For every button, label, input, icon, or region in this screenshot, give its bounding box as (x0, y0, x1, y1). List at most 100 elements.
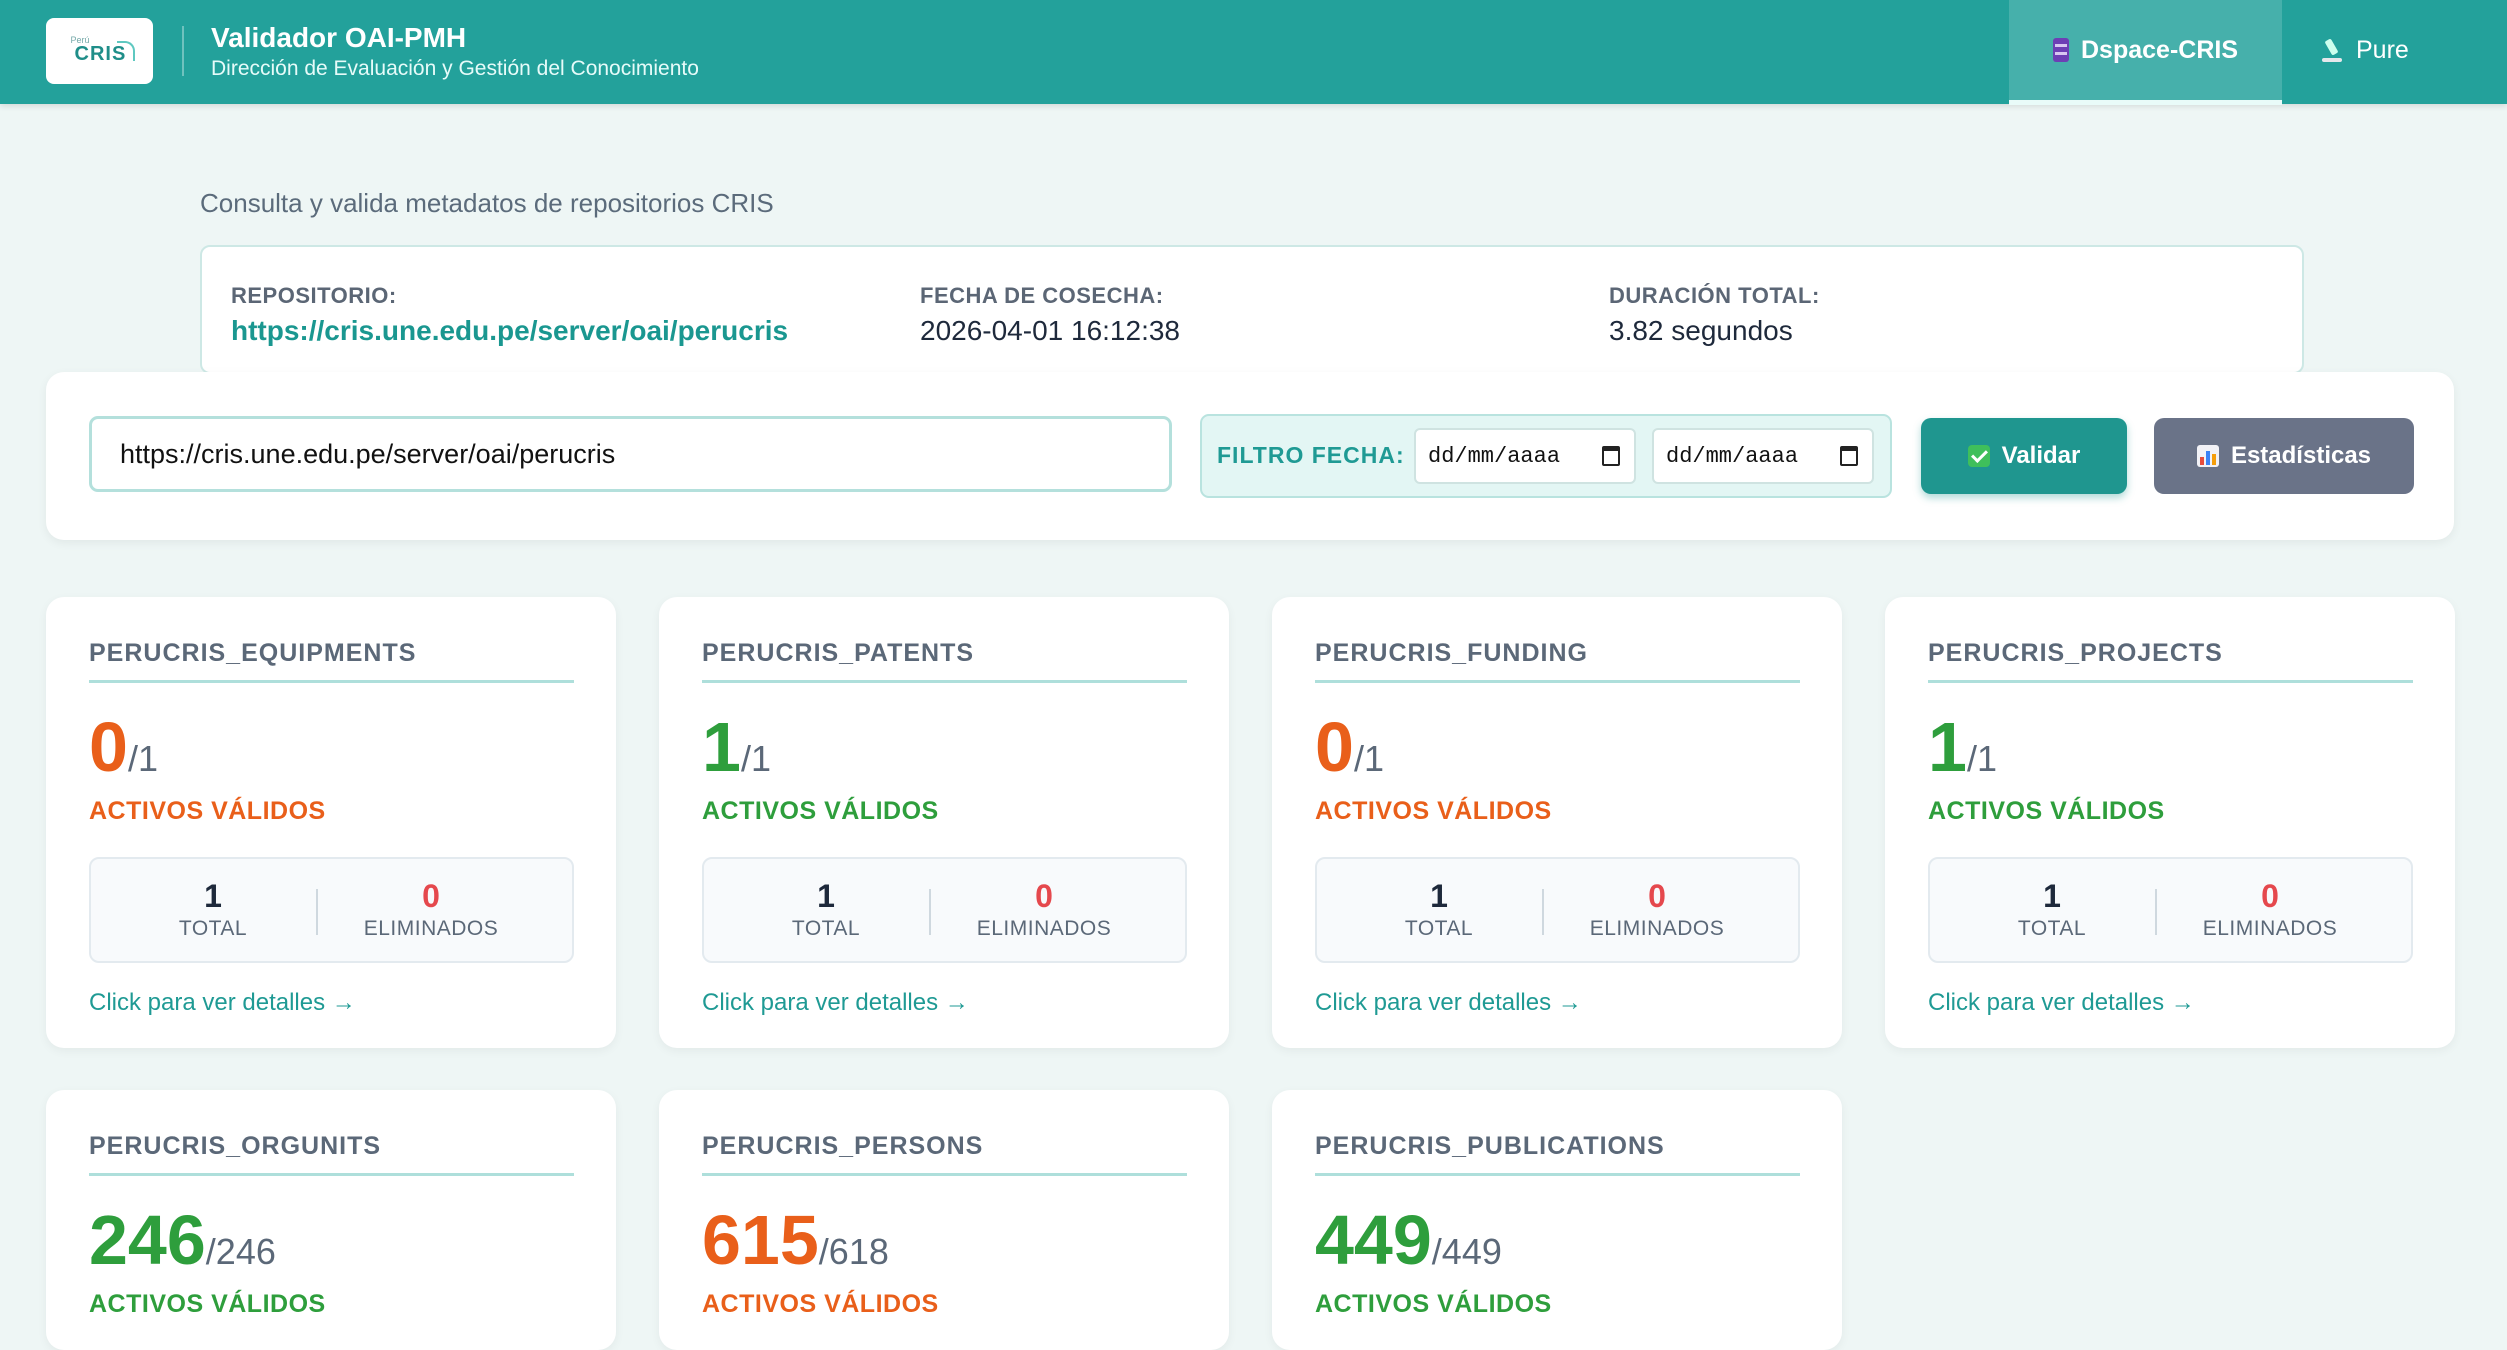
repo-url-link[interactable]: https://cris.une.edu.pe/server/oai/peruc… (231, 315, 789, 346)
stat-divider (1542, 889, 1544, 935)
set-card-title: PERUCRIS_PROJECTS (1928, 639, 2413, 683)
total-value: 1 (817, 878, 835, 914)
stat-divider (929, 889, 931, 935)
deleted-label: ELIMINADOS (2202, 917, 2338, 940)
total-value: 1 (204, 878, 222, 914)
total-of: /246 (205, 1231, 276, 1272)
validate-button[interactable]: Validar (1921, 418, 2127, 494)
total-of: /449 (1431, 1231, 1502, 1272)
app-subtitle: Dirección de Evaluación y Gestión del Co… (211, 57, 699, 80)
valid-count: 449/449 (1315, 1200, 1502, 1280)
record-stats: 1 TOTAL 0 ELIMINADOS (1928, 857, 2413, 963)
record-stats: 1 TOTAL 0 ELIMINADOS (1315, 857, 1800, 963)
record-stats: 1 TOTAL 0 ELIMINADOS (89, 857, 574, 963)
repo-label: REPOSITORIO: (231, 283, 397, 308)
deleted-value: 0 (1035, 878, 1053, 914)
harvest-date-label: FECHA DE COSECHA: (920, 283, 1164, 308)
valid-number: 0 (89, 708, 128, 786)
deleted-value: 0 (1648, 878, 1666, 914)
total-of: /1 (1353, 738, 1384, 779)
deleted-label: ELIMINADOS (1589, 917, 1725, 940)
total-of: /1 (127, 738, 158, 779)
status-label: ACTIVOS VÁLIDOS (1315, 1290, 1552, 1318)
status-label: ACTIVOS VÁLIDOS (1928, 797, 2165, 825)
set-card-title: PERUCRIS_PUBLICATIONS (1315, 1132, 1800, 1176)
record-stats: 1 TOTAL 0 ELIMINADOS (702, 857, 1187, 963)
total-label: TOTAL (1404, 917, 1474, 940)
total-of: /1 (1966, 738, 1997, 779)
total-value: 1 (2043, 878, 2061, 914)
repo-info: REPOSITORIO: https://cris.une.edu.pe/ser… (231, 283, 788, 347)
set-card-projects[interactable]: PERUCRIS_PROJECTS 1/1 ACTIVOS VÁLIDOS 1 … (1885, 597, 2455, 1048)
set-card-persons[interactable]: PERUCRIS_PERSONS 615/618 ACTIVOS VÁLIDOS (659, 1090, 1229, 1350)
valid-count: 1/1 (702, 707, 771, 787)
calendar-icon[interactable] (1840, 446, 1858, 466)
stat-divider (316, 889, 318, 935)
date-filter: FILTRO FECHA: dd/mm/aaaa dd/mm/aaaa (1200, 414, 1892, 498)
duration-info: DURACIÓN TOTAL: 3.82 segundos (1609, 283, 1820, 347)
tab-pure-label: Pure (2356, 35, 2409, 64)
perucris-logo[interactable]: Perú CRIS (46, 18, 153, 84)
set-card-title: PERUCRIS_EQUIPMENTS (89, 639, 574, 683)
total-of: /618 (818, 1231, 889, 1272)
details-link[interactable]: Click para ver detalles → (702, 989, 969, 1016)
statistics-button[interactable]: Estadísticas (2154, 418, 2414, 494)
deleted-stat: 0 ELIMINADOS (341, 879, 521, 941)
tab-dspace-cris[interactable]: Dspace-CRIS (2009, 0, 2282, 105)
set-card-funding[interactable]: PERUCRIS_FUNDING 0/1 ACTIVOS VÁLIDOS 1 T… (1272, 597, 1842, 1048)
page-intro: Consulta y valida metadatos de repositor… (200, 188, 774, 218)
set-card-title: PERUCRIS_ORGUNITS (89, 1132, 574, 1176)
status-label: ACTIVOS VÁLIDOS (702, 797, 939, 825)
valid-count: 1/1 (1928, 707, 1997, 787)
repository-url-input[interactable] (89, 416, 1172, 492)
status-label: ACTIVOS VÁLIDOS (89, 1290, 326, 1318)
date-to-input[interactable]: dd/mm/aaaa (1652, 428, 1874, 484)
deleted-label: ELIMINADOS (976, 917, 1112, 940)
date-filter-label: FILTRO FECHA: (1217, 442, 1405, 468)
deleted-stat: 0 ELIMINADOS (1567, 879, 1747, 941)
valid-number: 246 (89, 1201, 206, 1279)
set-card-equipments[interactable]: PERUCRIS_EQUIPMENTS 0/1 ACTIVOS VÁLIDOS … (46, 597, 616, 1048)
total-label: TOTAL (178, 917, 248, 940)
total-stat: 1 TOTAL (1962, 879, 2142, 941)
duration-label: DURACIÓN TOTAL: (1609, 283, 1820, 308)
valid-count: 246/246 (89, 1200, 276, 1280)
date-from-placeholder: dd/mm/aaaa (1428, 443, 1561, 469)
total-label: TOTAL (791, 917, 861, 940)
deleted-stat: 0 ELIMINADOS (954, 879, 1134, 941)
valid-number: 1 (702, 708, 741, 786)
total-of: /1 (740, 738, 771, 779)
details-link[interactable]: Click para ver detalles → (1315, 989, 1582, 1016)
deleted-value: 0 (2261, 878, 2279, 914)
stat-divider (2155, 889, 2157, 935)
details-link[interactable]: Click para ver detalles → (89, 989, 356, 1016)
deleted-value: 0 (422, 878, 440, 914)
check-icon (1967, 445, 1990, 467)
logo-small-text: Perú (70, 35, 90, 45)
details-link[interactable]: Click para ver detalles → (1928, 989, 2195, 1016)
statistics-button-label: Estadísticas (2230, 442, 2372, 469)
harvest-info-panel: REPOSITORIO: https://cris.une.edu.pe/ser… (200, 245, 2304, 374)
valid-count: 0/1 (1315, 707, 1384, 787)
harvest-date-info: FECHA DE COSECHA: 2026-04-01 16:12:38 (920, 283, 1180, 347)
app-title: Validador OAI-PMH (211, 22, 467, 53)
set-card-orgunits[interactable]: PERUCRIS_ORGUNITS 246/246 ACTIVOS VÁLIDO… (46, 1090, 616, 1350)
valid-count: 0/1 (89, 707, 158, 787)
logo-mark-group: Perú CRIS (65, 33, 135, 69)
valid-number: 0 (1315, 708, 1354, 786)
status-label: ACTIVOS VÁLIDOS (702, 1290, 939, 1318)
valid-count: 615/618 (702, 1200, 889, 1280)
validate-button-label: Validar (2001, 442, 2081, 469)
deleted-label: ELIMINADOS (363, 917, 499, 940)
set-card-publications[interactable]: PERUCRIS_PUBLICATIONS 449/449 ACTIVOS VÁ… (1272, 1090, 1842, 1350)
valid-number: 615 (702, 1201, 819, 1279)
tab-dspace-cris-label: Dspace-CRIS (2081, 35, 2238, 64)
total-label: TOTAL (2017, 917, 2087, 940)
tab-pure[interactable]: Pure (2320, 0, 2409, 100)
set-card-patents[interactable]: PERUCRIS_PATENTS 1/1 ACTIVOS VÁLIDOS 1 T… (659, 597, 1229, 1048)
set-card-title: PERUCRIS_FUNDING (1315, 639, 1800, 683)
database-icon (2053, 38, 2069, 62)
calendar-icon[interactable] (1602, 446, 1620, 466)
duration-value: 3.82 segundos (1609, 315, 1793, 346)
date-from-input[interactable]: dd/mm/aaaa (1414, 428, 1636, 484)
